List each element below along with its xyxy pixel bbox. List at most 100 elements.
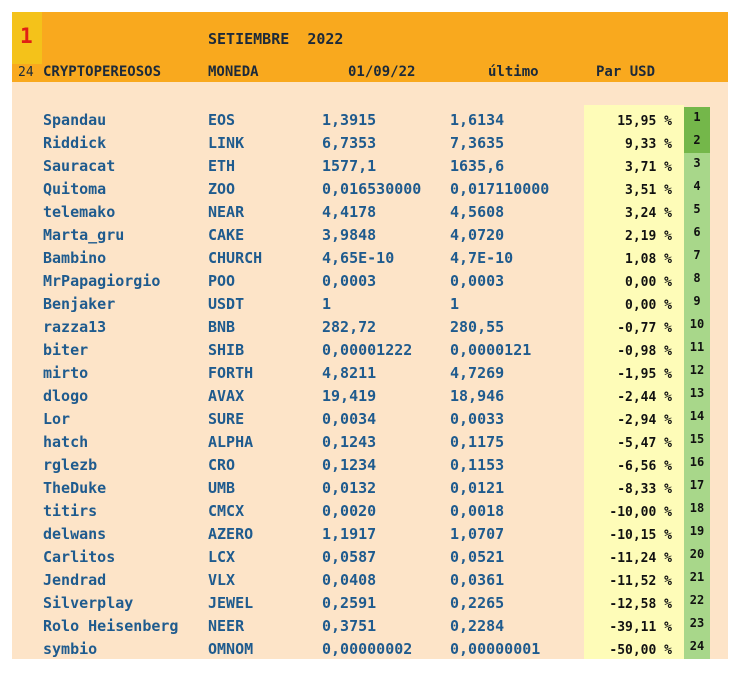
table-row: dlogo AVAX 19,419 18,946 -2,44 % 13 [12,383,728,406]
position-badge: 8 [684,268,710,291]
table-row: razza13 BNB 282,72 280,55 -0,77 % 10 [12,314,728,337]
table-row: symbio OMNOM 0,00000002 0,00000001 -50,00 % 2… [12,636,728,659]
header-bar: 1 SETIEMBRE 2022 24 CRYPTOPEREOSOS MONED… [12,12,728,82]
coin-symbol: AZERO [208,525,254,543]
table-row: Silverplay JEWEL 0,2591 0,2265 -12,58 % 22 [12,590,728,613]
last-price: 0,0000121 [450,341,532,359]
start-price: 0,00000002 [322,640,413,658]
coin-symbol: SURE [208,410,245,428]
player-name: MrPapagiorgio [43,272,161,290]
last-price: 0,00000001 [450,640,541,658]
player-name: TheDuke [43,479,107,497]
coin-symbol: POO [208,272,236,290]
position-badge: 16 [684,452,710,475]
last-price: 1,0707 [450,525,505,543]
start-price: 0,016530000 [322,180,422,198]
percent-change: 15,95 % [617,114,672,129]
start-price: 0,00001222 [322,341,413,359]
coin-symbol: BNB [208,318,236,336]
coin-symbol: CHURCH [208,249,263,267]
start-price: 1,3915 [322,111,377,129]
table-row: rglezb CRO 0,1234 0,1153 -6,56 % 16 [12,452,728,475]
start-price: 0,2591 [322,594,377,612]
percent-change: -6,56 % [617,459,672,474]
table-row: telemako NEAR 4,4178 4,5608 3,24 % 5 [12,199,728,222]
position-badge: 22 [684,590,710,613]
position-badge: 18 [684,498,710,521]
player-name: telemako [43,203,116,221]
start-price: 0,0020 [322,502,377,520]
player-name: Riddick [43,134,107,152]
player-name: Jendrad [43,571,107,589]
start-price: 0,1243 [322,433,377,451]
start-price: 4,8211 [322,364,377,382]
coin-symbol: NEER [208,617,245,635]
player-name: mirto [43,364,89,382]
percent-change: -0,98 % [617,344,672,359]
table-row: Sauracat ETH 1577,1 1635,6 3,71 % 3 [12,153,728,176]
coin-symbol: EOS [208,111,236,129]
last-price: 0,0361 [450,571,505,589]
position-badge: 2 [684,130,710,153]
last-price: 0,0121 [450,479,505,497]
rank-box: 1 [12,12,42,64]
percent-change: 1,08 % [625,252,672,267]
coin-symbol: SHIB [208,341,245,359]
coin-symbol: JEWEL [208,594,254,612]
start-price: 282,72 [322,318,377,336]
table-row: Marta_gru CAKE 3,9848 4,0720 2,19 % 6 [12,222,728,245]
position-badge: 19 [684,521,710,544]
coin-symbol: NEAR [208,203,245,221]
table-row: Jendrad VLX 0,0408 0,0361 -11,52 % 21 [12,567,728,590]
position-badge: 13 [684,383,710,406]
last-price: 18,946 [450,387,505,405]
month-title: SETIEMBRE 2022 [208,30,344,48]
last-price: 0,0033 [450,410,505,428]
position-badge: 21 [684,567,710,590]
player-name: Benjaker [43,295,116,313]
position-badge: 1 [684,107,710,130]
player-name: symbio [43,640,98,658]
player-name: Bambino [43,249,107,267]
col-header-coin: MONEDA [208,64,259,80]
coin-symbol: FORTH [208,364,254,382]
last-price: 4,7269 [450,364,505,382]
percent-change: -2,44 % [617,390,672,405]
percent-change: -0,77 % [617,321,672,336]
percent-change: -39,11 % [609,620,672,635]
start-price: 4,65E-10 [322,249,395,267]
position-badge: 6 [684,222,710,245]
start-price: 0,0587 [322,548,377,566]
position-badge: 7 [684,245,710,268]
col-header-last: último [488,64,539,80]
col-header-player: CRYPTOPEREOSOS [43,64,162,80]
percent-change: -50,00 % [609,643,672,658]
percent-change: 9,33 % [625,137,672,152]
position-badge: 12 [684,360,710,383]
last-price: 4,7E-10 [450,249,514,267]
position-badge: 5 [684,199,710,222]
player-name: Marta_gru [43,226,125,244]
coin-symbol: ETH [208,157,236,175]
percent-change: -5,47 % [617,436,672,451]
start-price: 1 [322,295,332,313]
col-header-date: 01/09/22 [348,64,416,80]
start-price: 0,0408 [322,571,377,589]
percent-change: 0,00 % [625,275,672,290]
col-header-pair: Par USD [596,64,656,80]
percent-change: -10,00 % [609,505,672,520]
position-badge: 10 [684,314,710,337]
percent-change: 3,24 % [625,206,672,221]
last-price: 7,3635 [450,134,505,152]
position-badge: 4 [684,176,710,199]
table-row: Benjaker USDT 1 1 0,00 % 9 [12,291,728,314]
coin-symbol: ALPHA [208,433,254,451]
start-price: 19,419 [322,387,377,405]
position-badge: 20 [684,544,710,567]
position-badge: 15 [684,429,710,452]
percent-change: 0,00 % [625,298,672,313]
last-price: 0,2284 [450,617,505,635]
last-price: 4,5608 [450,203,505,221]
player-name: Sauracat [43,157,116,175]
position-badge: 24 [684,636,710,659]
